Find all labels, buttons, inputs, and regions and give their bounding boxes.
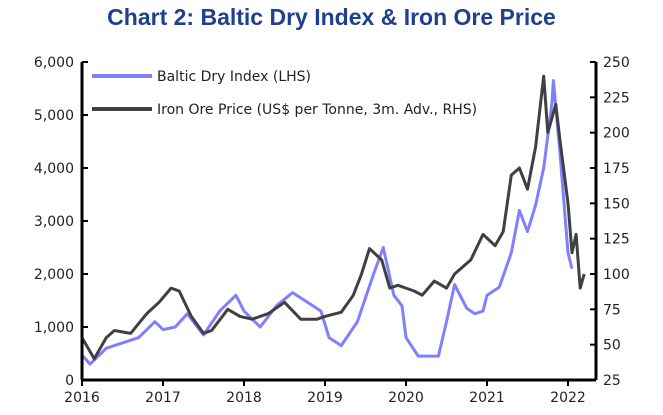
left-tick-label: 6,000 — [34, 55, 74, 71]
right-tick-label: 250 — [603, 55, 630, 71]
right-tick-label: 50 — [603, 338, 621, 354]
right-tick-label: 125 — [603, 232, 630, 248]
legend-label: Iron Ore Price (US$ per Tonne, 3m. Adv.,… — [157, 102, 477, 118]
x-tick-label: 2019 — [307, 390, 343, 406]
right-tick-label: 100 — [603, 267, 630, 283]
right-tick-label: 225 — [603, 90, 630, 106]
left-tick-label: 3,000 — [34, 214, 74, 230]
x-tick-label: 2017 — [145, 390, 181, 406]
right-tick-label: 175 — [603, 161, 630, 177]
series-line-baltic-dry-index — [80, 79, 574, 366]
x-tick-label: 2021 — [469, 390, 505, 406]
right-tick-label: 150 — [603, 196, 630, 212]
chart-title: Chart 2: Baltic Dry Index & Iron Ore Pri… — [107, 4, 556, 30]
series-line-iron-ore-price — [80, 74, 586, 361]
legend-label: Baltic Dry Index (LHS) — [157, 69, 311, 85]
left-tick-label: 4,000 — [34, 161, 74, 177]
left-tick-label: 0 — [65, 373, 74, 389]
right-tick-label: 75 — [603, 302, 621, 318]
right-tick-label: 25 — [603, 373, 621, 389]
x-tick-label: 2020 — [388, 390, 424, 406]
right-tick-label: 200 — [603, 126, 630, 142]
left-tick-label: 1,000 — [34, 320, 74, 336]
x-tick-label: 2016 — [64, 390, 100, 406]
left-tick-label: 2,000 — [34, 267, 74, 283]
x-tick-label: 2018 — [226, 390, 262, 406]
left-tick-label: 5,000 — [34, 108, 74, 124]
x-tick-label: 2022 — [550, 390, 586, 406]
